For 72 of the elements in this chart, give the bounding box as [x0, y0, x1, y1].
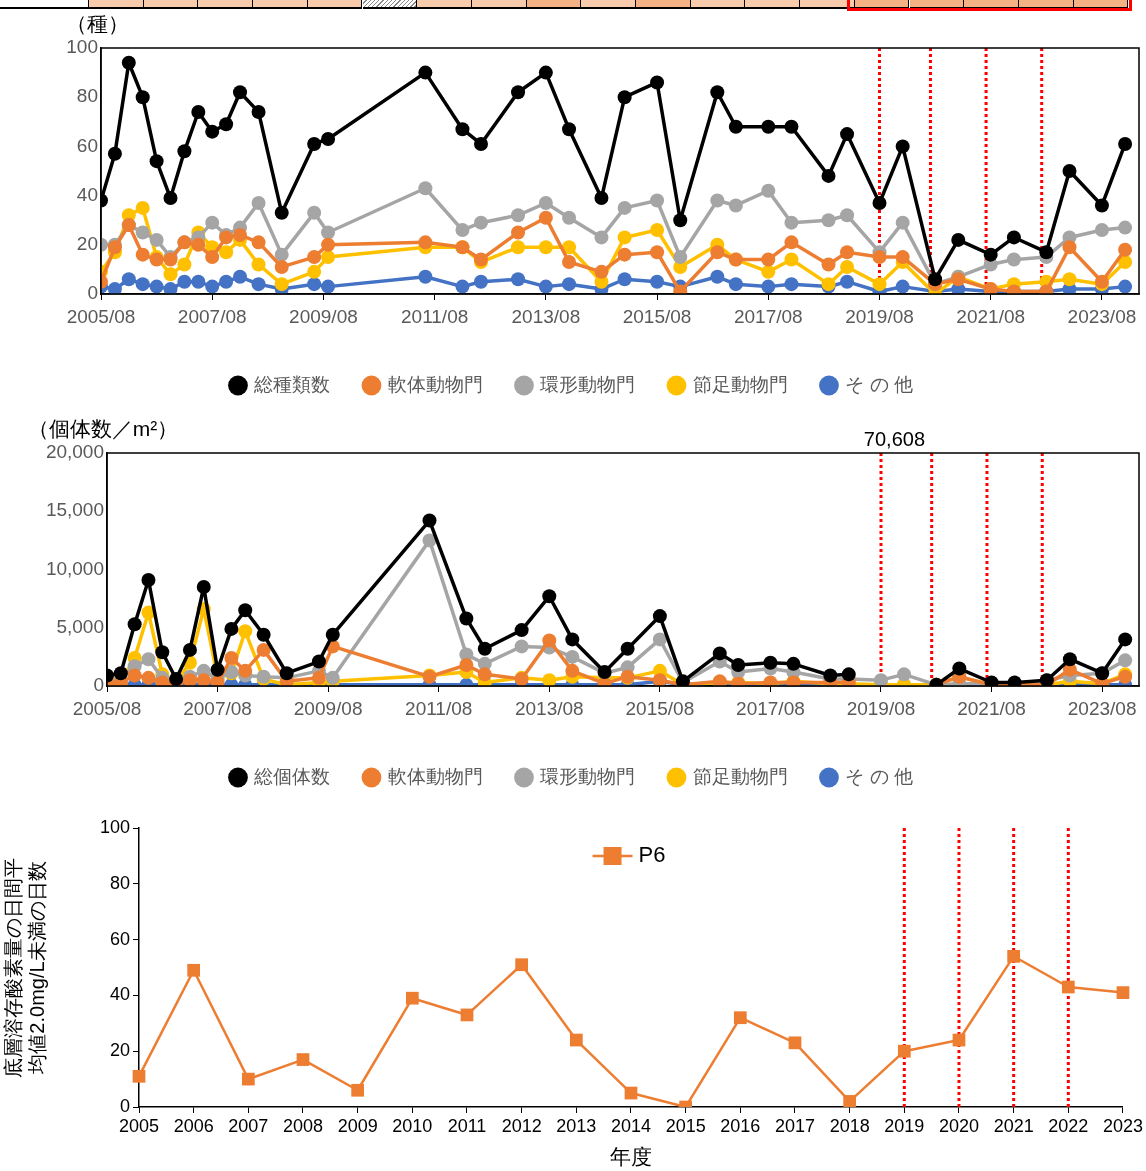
x-tick-label: 2006: [173, 1115, 214, 1136]
legend-label: 節足動物門: [692, 765, 788, 787]
y-tick-label: 20,000: [45, 441, 104, 463]
legend-label: そ の 他: [845, 373, 914, 395]
x-tick-label: 2005/08: [72, 697, 142, 719]
y-tick-label: 40: [76, 183, 98, 205]
legend-label: 環形動物門: [540, 765, 636, 787]
y-tick-label: 80: [109, 872, 130, 893]
x-axis-title: 年度: [609, 1145, 652, 1169]
y-tick-label: 15,000: [45, 499, 104, 521]
y-tick-label: 20: [76, 233, 98, 255]
x-tick-label: 2023/08: [1067, 305, 1137, 327]
x-tick-label: 2009/08: [293, 697, 363, 719]
legend-label: 総種類数: [253, 373, 331, 395]
y-axis-title: （種）: [65, 12, 129, 36]
legend-label: 軟体動物門: [387, 765, 483, 787]
text: 70,608: [863, 427, 925, 450]
x-tick-label: 2005: [118, 1115, 160, 1136]
x-tick-label: 2007: [228, 1115, 269, 1136]
y-tick-label: 5,000: [56, 615, 104, 637]
y-tick-label: 0: [87, 282, 98, 304]
y-axis-title: 底層溶存酸素量の日間平均値2.0mg/L未満の日数: [1, 857, 48, 1078]
y-tick-label: 80: [76, 85, 98, 107]
y-tick-label: 100: [99, 816, 130, 837]
x-tick-label: 2013: [556, 1115, 597, 1136]
x-tick-label: 2023/08: [1067, 697, 1137, 719]
legend-label: 軟体動物門: [387, 373, 483, 395]
x-tick-label: 2019/08: [845, 305, 914, 327]
x-tick-label: 2019/08: [846, 697, 916, 719]
x-tick-label: 2012: [501, 1115, 542, 1136]
x-tick-label: 2015/08: [622, 305, 692, 327]
legend-label: 節足動物門: [692, 373, 788, 395]
x-tick-label: 2011: [447, 1115, 487, 1136]
x-tick-label: 2023: [1102, 1115, 1143, 1136]
legend-label: 総個体数: [253, 765, 331, 787]
x-tick-label: 2021: [993, 1115, 1034, 1136]
x-tick-label: 2019: [884, 1115, 925, 1136]
x-tick-label: 2010: [392, 1115, 433, 1136]
x-tick-label: 2015: [665, 1115, 706, 1136]
y-tick-label: 60: [109, 928, 130, 949]
x-tick-label: 2011/08: [401, 305, 469, 327]
x-tick-label: 2015/08: [625, 697, 695, 719]
y-tick-label: 0: [119, 1095, 130, 1116]
y-tick-label: 60: [76, 134, 98, 156]
y-tick-label: 10,000: [45, 557, 104, 579]
y-axis-title: （個体数／m²）: [27, 417, 179, 441]
legend-label: そ の 他: [845, 765, 914, 787]
x-tick-label: 2009/08: [289, 305, 358, 327]
x-tick-label: 2016: [720, 1115, 761, 1136]
x-tick-label: 2007/08: [177, 305, 247, 327]
x-tick-label: 2011/08: [405, 697, 473, 719]
y-tick-label: 0: [93, 674, 104, 696]
y-tick-label: 100: [66, 36, 98, 58]
x-tick-label: 2005/08: [66, 305, 136, 327]
x-tick-label: 2013/08: [514, 697, 584, 719]
y-tick-label: 20: [109, 1040, 130, 1061]
x-tick-label: 2017/08: [733, 305, 803, 327]
x-tick-label: 2021/08: [957, 697, 1026, 719]
x-tick-label: 2021/08: [956, 305, 1026, 327]
x-tick-label: 2017/08: [736, 697, 805, 719]
x-tick-label: 2020: [938, 1115, 980, 1136]
x-tick-label: 2017: [774, 1115, 816, 1136]
y-tick-label: 40: [109, 984, 130, 1005]
x-tick-label: 2014: [610, 1115, 652, 1136]
x-tick-label: 2013/08: [511, 305, 581, 327]
x-tick-label: 2007/08: [183, 697, 252, 719]
x-tick-label: 2009: [337, 1115, 378, 1136]
x-tick-label: 2022: [1048, 1115, 1089, 1136]
x-tick-label: 2008: [282, 1115, 324, 1136]
legend-label: 環形動物門: [540, 373, 636, 395]
legend-label: P6: [638, 842, 666, 868]
x-tick-label: 2018: [829, 1115, 870, 1136]
